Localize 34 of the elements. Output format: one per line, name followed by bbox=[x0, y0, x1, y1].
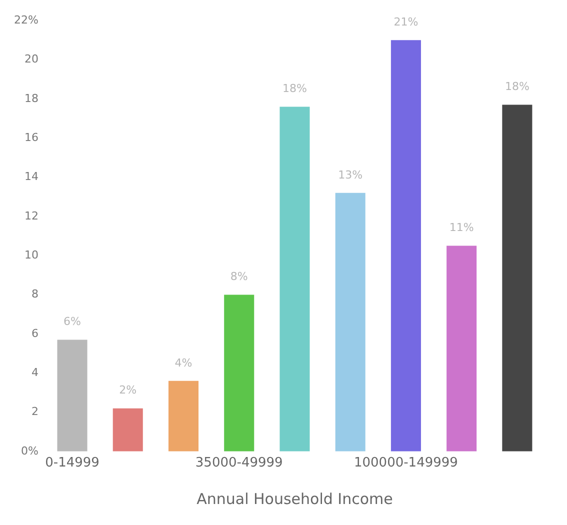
y-tick-label: 2 bbox=[31, 405, 38, 418]
y-tick-label: 12 bbox=[24, 209, 38, 222]
bar bbox=[112, 408, 143, 452]
bar bbox=[335, 192, 366, 452]
bar bbox=[280, 106, 310, 452]
bar bbox=[502, 104, 532, 452]
y-tick-label: 10 bbox=[24, 248, 38, 262]
y-tick-label: 16 bbox=[24, 130, 38, 144]
bar bbox=[57, 340, 88, 452]
y-tick-label: 4 bbox=[31, 366, 38, 379]
data-label: 21% bbox=[394, 16, 418, 29]
data-label: 18% bbox=[504, 80, 530, 94]
bar bbox=[390, 40, 421, 452]
y-tick-label: 8 bbox=[31, 288, 38, 301]
x-axis-title: Annual Household Income bbox=[196, 490, 393, 508]
data-label: 2% bbox=[119, 384, 137, 397]
x-tick-label: 100000-149999 bbox=[354, 456, 458, 471]
y-tick-label: 20 bbox=[24, 52, 38, 66]
y-tick-label: 14 bbox=[24, 170, 38, 184]
data-label: 18% bbox=[282, 82, 307, 96]
data-label: 4% bbox=[174, 356, 192, 370]
y-tick-label: 18 bbox=[24, 92, 38, 105]
y-tick-label: 0% bbox=[20, 444, 38, 458]
y-tick-label: 22% bbox=[14, 13, 38, 26]
data-label: 8% bbox=[230, 270, 248, 284]
bar bbox=[168, 380, 199, 452]
y-tick-label: 6 bbox=[31, 326, 38, 340]
bar bbox=[224, 294, 254, 452]
bar bbox=[446, 246, 477, 452]
x-tick-label: 0-14999 bbox=[45, 456, 100, 471]
data-label: 6% bbox=[64, 315, 81, 328]
data-label: 11% bbox=[449, 221, 474, 234]
data-label: 13% bbox=[338, 168, 363, 182]
x-tick-label: 35000-49999 bbox=[195, 456, 283, 471]
